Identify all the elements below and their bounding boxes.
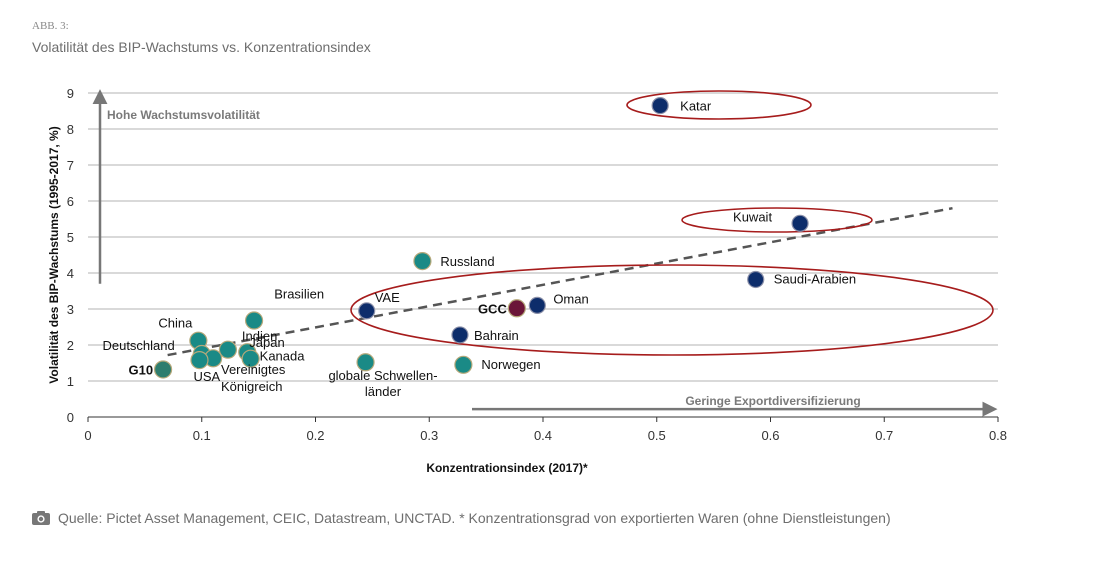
point-label: G10	[128, 362, 153, 377]
x-axis-label: Konzentrationsindex (2017)*	[426, 461, 588, 475]
y-tick-label: 8	[67, 122, 74, 137]
y-tick-label: 5	[67, 230, 74, 245]
x-tick-label: 0	[84, 428, 91, 443]
data-point	[451, 326, 469, 344]
point-label: Katar	[680, 99, 712, 114]
y-annotation-label: Hohe Wachstumsvolatilität	[107, 108, 260, 122]
x-tick-label: 0.4	[534, 428, 552, 443]
x-annotation-label: Geringe Exportdiversifizierung	[685, 394, 860, 408]
x-tick-label: 0.5	[648, 428, 666, 443]
y-axis-label: Volatilität des BIP-Wachstums (1995-2017…	[47, 126, 61, 383]
data-point	[507, 299, 526, 318]
data-point	[190, 351, 209, 370]
point-label: Kuwait	[733, 209, 772, 224]
x-tick-label: 0.8	[989, 428, 1007, 443]
data-point	[413, 252, 432, 271]
data-point	[651, 96, 669, 115]
x-tick-label: 0.7	[875, 428, 893, 443]
data-point	[244, 311, 264, 330]
y-tick-label: 4	[67, 266, 74, 281]
point-label: Deutschland	[102, 338, 174, 353]
source-text: Quelle: Pictet Asset Management, CEIC, D…	[58, 510, 891, 526]
highlight-ellipse-katar	[626, 90, 812, 120]
figure-title: Volatilität des BIP-Wachstums vs. Konzen…	[32, 39, 371, 55]
point-label: Russland	[440, 254, 494, 269]
point-label: Saudi-Arabien	[774, 271, 856, 286]
data-point	[791, 214, 809, 232]
x-tick-label: 0.3	[420, 428, 438, 443]
point-label: Norwegen	[481, 357, 540, 372]
y-tick-label: 6	[67, 194, 74, 209]
data-point	[358, 302, 376, 320]
point-label: Vereinigtes	[221, 362, 286, 377]
point-label: länder	[365, 384, 402, 399]
x-tick-label: 0.1	[193, 428, 211, 443]
y-tick-label: 9	[67, 86, 74, 101]
point-label: VAE	[375, 290, 400, 305]
y-tick-label: 2	[67, 338, 74, 353]
highlight-ellipse-kuwait	[681, 207, 873, 233]
y-tick-label: 0	[67, 410, 74, 425]
data-point	[241, 349, 260, 368]
y-tick-label: 3	[67, 302, 74, 317]
point-label: globale Schwellen-	[328, 368, 437, 383]
scatter-chart: 0 1 2 3 4 5 6 7 8 9 0 0.1 0.2 0.3 0.4 0.5 0.6 0.7 0.8 Konze…	[47, 86, 1007, 475]
point-label: Indien	[242, 329, 277, 344]
trendline	[167, 206, 953, 357]
highlight-ellipse-gcc	[350, 264, 994, 356]
x-tick-label: 0.6	[761, 428, 779, 443]
y-tick-label: 7	[67, 158, 74, 173]
source-note: Quelle: Pictet Asset Management, CEIC, D…	[32, 510, 891, 526]
data-point	[528, 296, 546, 314]
data-point	[454, 355, 473, 374]
point-label: Oman	[553, 291, 588, 306]
point-label: GCC	[478, 301, 508, 316]
data-point	[356, 353, 375, 372]
data-point	[218, 340, 238, 359]
data-point	[153, 360, 173, 379]
point-label: China	[158, 316, 193, 331]
point-label: Brasilien	[274, 287, 324, 302]
camera-icon	[32, 511, 50, 525]
point-label: Japan	[249, 335, 284, 350]
point-label: Bahrain	[474, 328, 519, 343]
x-tick-label: 0.2	[306, 428, 324, 443]
point-label: Königreich	[221, 379, 282, 394]
data-point	[747, 270, 765, 289]
y-tick-label: 1	[67, 374, 74, 389]
point-label: USA	[193, 369, 220, 384]
figure-label: ABB. 3:	[32, 20, 69, 32]
point-label: Kanada	[260, 349, 306, 364]
